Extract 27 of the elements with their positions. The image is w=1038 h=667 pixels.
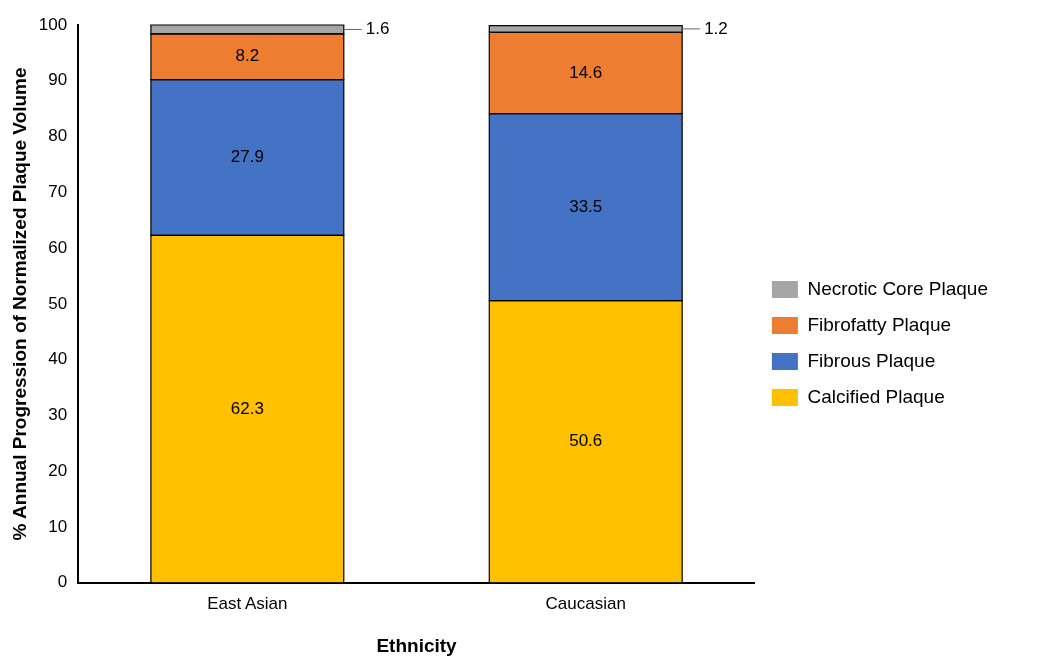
y-tick-label: 30: [48, 405, 68, 425]
y-tick-label: 70: [48, 182, 68, 202]
data-label: 27.9: [230, 147, 264, 167]
x-axis-title: Ethnicity: [376, 634, 458, 656]
legend-label: Fibrofatty Plaque: [807, 313, 952, 335]
data-label: 8.2: [235, 46, 260, 66]
x-tick-label: East Asian: [207, 593, 288, 613]
data-label: 1.6: [365, 19, 390, 39]
data-label: 62.3: [230, 398, 264, 418]
y-tick-label: 80: [48, 126, 68, 146]
y-tick-label: 90: [48, 70, 68, 90]
legend-label: Calcified Plaque: [807, 385, 945, 407]
y-tick-label: 50: [48, 293, 68, 313]
y-tick-label: 0: [57, 572, 68, 592]
y-tick-label: 100: [38, 14, 68, 34]
y-axis-title: % Annual Progression of Normalized Plaque Volume: [8, 67, 30, 541]
data-label: 50.6: [569, 431, 603, 451]
x-tick-label: Caucasian: [545, 593, 626, 613]
data-label: 14.6: [569, 62, 603, 82]
y-tick-label: 40: [48, 349, 68, 369]
y-tick-label: 20: [48, 460, 68, 480]
data-label: 33.5: [569, 196, 603, 216]
legend-label: Fibrous Plaque: [807, 349, 936, 371]
y-tick-label: 60: [48, 237, 68, 257]
data-label: 1.2: [704, 18, 728, 38]
legend-label: Necrotic Core Plaque: [807, 277, 989, 299]
y-tick-label: 10: [48, 516, 68, 536]
